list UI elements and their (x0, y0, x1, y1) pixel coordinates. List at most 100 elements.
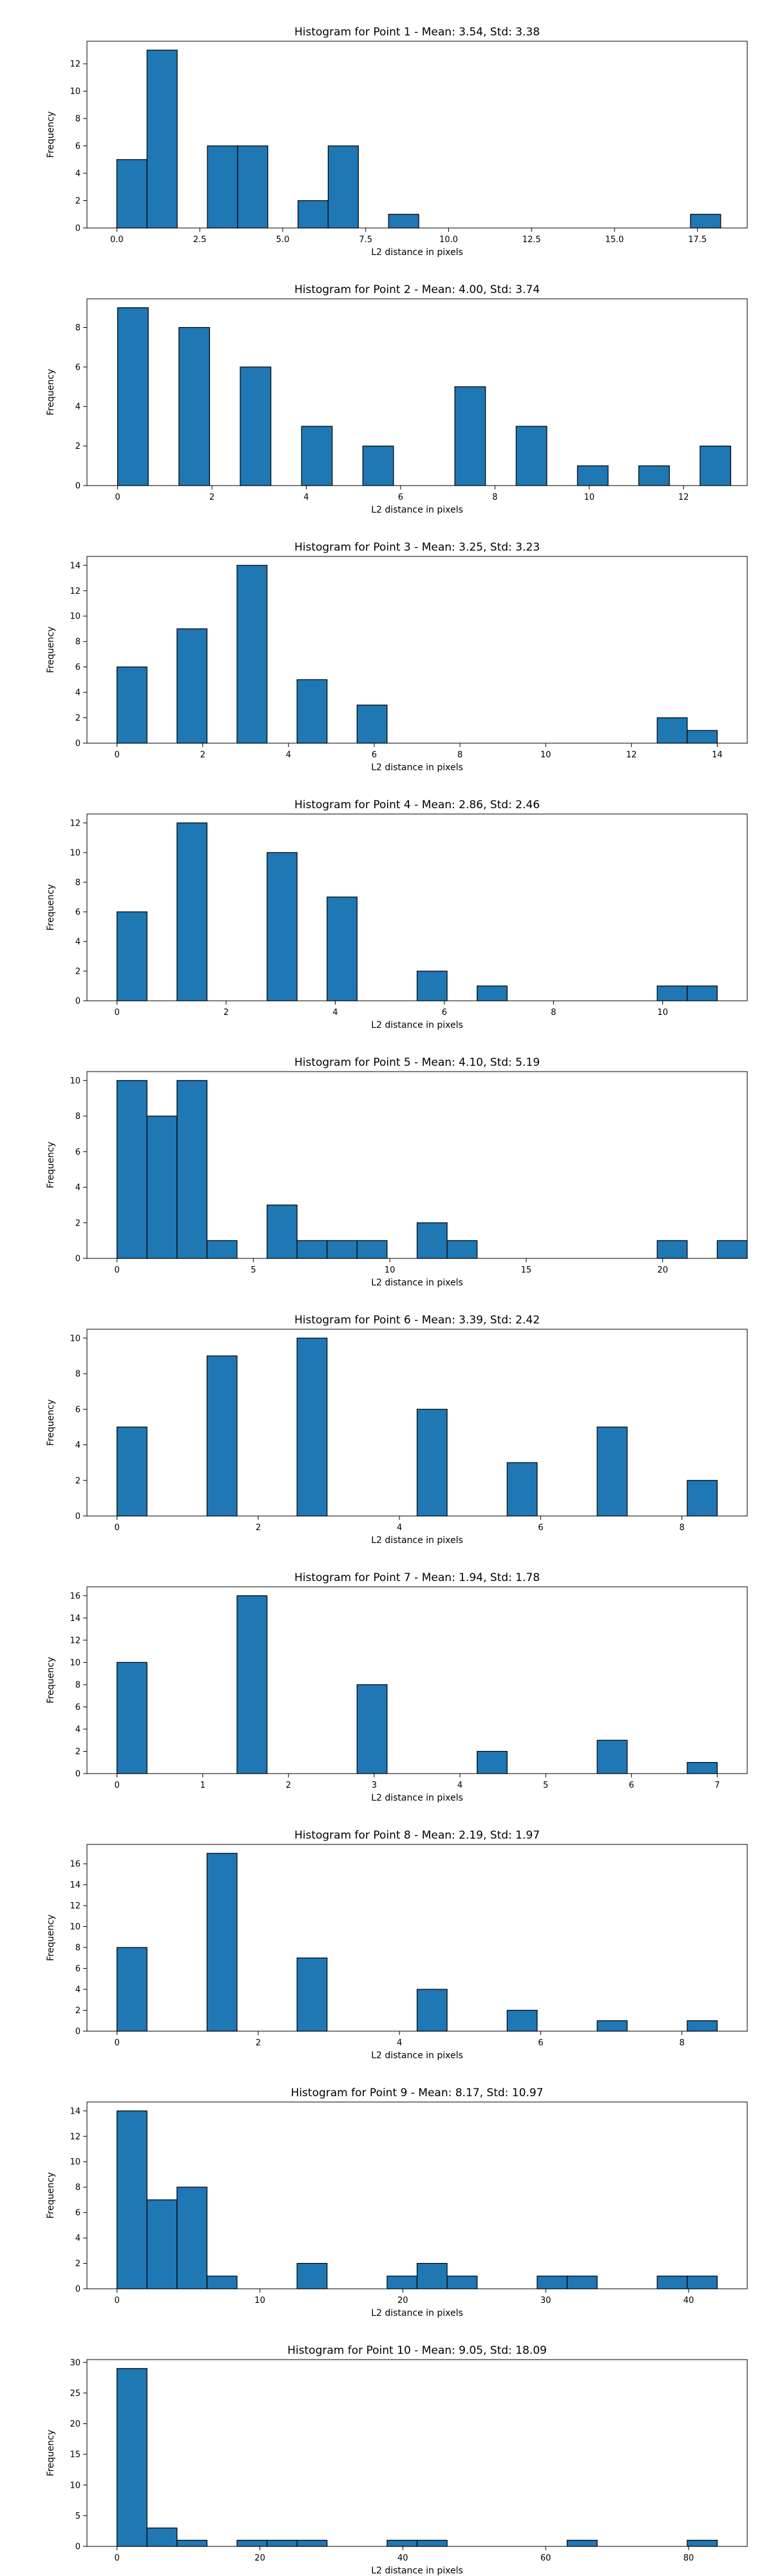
y-tick-label: 6 (75, 1148, 81, 1157)
y-tick-label: 0 (75, 2285, 81, 2295)
histogram-bar (388, 214, 419, 229)
histogram-panel-3: 0 2 4 6 8 10 12 14 0 2 4 6 8 10 12 14 Histogram for Poin… (46, 541, 748, 773)
histogram-bar (296, 1957, 328, 2032)
histogram-bar (656, 2275, 688, 2289)
x-tick-label: 7.5 (359, 235, 372, 245)
histogram-bar (146, 1115, 178, 1259)
y-tick-label: 10 (70, 87, 81, 97)
histogram-bar (206, 1355, 238, 1517)
y-tick-label: 14 (70, 1880, 81, 1890)
y-tick-label: 8 (75, 1112, 81, 1122)
x-tick-label: 2 (286, 1781, 291, 1790)
y-axis-label: Frequency (46, 1657, 56, 1703)
y-tick-label: 4 (75, 1985, 81, 1995)
y-tick-label: 12 (70, 587, 81, 596)
x-tick-label: 0 (114, 1008, 119, 1018)
histogram-bar (116, 1080, 148, 1259)
histogram-bar (327, 145, 359, 229)
y-axis-label: Frequency (46, 1915, 56, 1961)
y-axis-label: Frequency (46, 2430, 56, 2476)
histogram-bar (177, 2186, 207, 2289)
x-tick-label: 6 (372, 750, 377, 760)
histogram-bar (566, 2275, 598, 2289)
y-tick-label: 12 (70, 60, 81, 70)
histogram-bar (596, 1426, 628, 1517)
histogram-panel-4: 0 2 4 6 8 10 0 2 4 6 8 10 12 Histogram for Point 4 - … (46, 799, 748, 1030)
y-tick-label: 12 (70, 1902, 81, 1911)
x-tick-label: 80 (683, 2553, 694, 2563)
y-tick-label: 2 (75, 2259, 81, 2269)
x-tick-label: 2.5 (193, 235, 207, 245)
x-tick-label: 40 (397, 2553, 408, 2563)
x-tick-label: 0 (114, 1523, 119, 1533)
x-tick-label: 6 (442, 1008, 447, 1018)
histogram-bar (515, 426, 548, 486)
y-tick-label: 0 (75, 2027, 81, 2037)
x-tick-label: 4 (303, 493, 309, 502)
histogram-bar (266, 852, 298, 1001)
plot-frame (86, 41, 748, 229)
x-axis-label: L2 distance in pixels (371, 1793, 463, 1803)
histogram-bar (206, 2275, 238, 2289)
x-axis-label: L2 distance in pixels (371, 247, 463, 258)
x-axis-label: L2 distance in pixels (371, 1020, 463, 1030)
y-tick-label: 2 (75, 714, 81, 723)
y-axis-label: Frequency (46, 1142, 56, 1188)
histogram-bar (296, 679, 328, 744)
y-axis-label: Frequency (46, 627, 56, 673)
histogram-bar (116, 911, 148, 1001)
x-tick-label: 8 (679, 1523, 684, 1533)
histogram-bar (477, 985, 508, 1001)
x-tick-label: 7 (714, 1781, 720, 1790)
y-tick-label: 8 (75, 1680, 81, 1690)
y-tick-label: 14 (70, 1614, 81, 1624)
x-tick-label: 15.0 (605, 235, 624, 245)
x-tick-label: 5 (543, 1781, 548, 1790)
histogram-bar (116, 1426, 148, 1517)
histogram-bar (446, 2275, 478, 2289)
x-tick-label: 0 (114, 1265, 119, 1275)
x-tick-label: 4 (286, 750, 291, 760)
y-tick-label: 12 (70, 819, 81, 828)
histogram-bar (356, 705, 388, 744)
y-tick-label: 8 (75, 878, 81, 887)
x-tick-label: 10 (540, 750, 551, 760)
histogram-bar (206, 1853, 238, 2032)
y-tick-label: 2 (75, 967, 81, 976)
histogram-bar (117, 307, 149, 486)
histogram-bar (236, 565, 268, 744)
histogram-bar (416, 2539, 448, 2547)
x-tick-label: 20 (397, 2296, 408, 2306)
x-tick-label: 20 (254, 2553, 265, 2563)
x-tick-label: 20 (657, 1265, 668, 1275)
histogram-bar (206, 1240, 238, 1259)
x-tick-label: 2 (200, 750, 205, 760)
x-tick-label: 0 (115, 493, 120, 502)
y-tick-label: 6 (75, 142, 81, 151)
plot-frame (86, 2101, 748, 2289)
histogram-bar (296, 2539, 328, 2547)
y-tick-label: 6 (75, 363, 81, 372)
histogram-panel-5: 0 5 10 15 20 0 2 4 6 8 10 Histogram for Point 5 - M… (46, 1056, 748, 1288)
histogram-bar (236, 2539, 268, 2547)
y-tick-label: 10 (70, 612, 81, 621)
histogram-panel-10: 0 20 40 60 80 0 5 10 15 20 25 30 Histogram for Point… (46, 2344, 748, 2576)
histogram-bar (116, 159, 148, 229)
y-tick-label: 10 (70, 1922, 81, 1932)
histogram-bar (297, 200, 329, 229)
histogram-bar (296, 2262, 328, 2289)
x-tick-label: 2 (256, 2038, 261, 2048)
y-tick-label: 0 (75, 2543, 81, 2552)
histogram-bar (506, 2009, 538, 2032)
histogram-panel-9: 0 10 20 30 40 0 2 4 6 8 10 12 14 Histogram for Point … (46, 2087, 748, 2318)
x-tick-label: 4 (397, 1523, 402, 1533)
y-tick-label: 2 (75, 1476, 81, 1486)
histogram-bar (700, 446, 731, 486)
histogram-bar (327, 1240, 358, 1259)
histogram-bar (177, 822, 207, 1001)
y-tick-label: 12 (70, 1636, 81, 1645)
histogram-bar (356, 1240, 388, 1259)
chart-title: Histogram for Point 1 - Mean: 3.54, Std:… (294, 26, 540, 39)
y-tick-label: 16 (70, 1860, 81, 1870)
